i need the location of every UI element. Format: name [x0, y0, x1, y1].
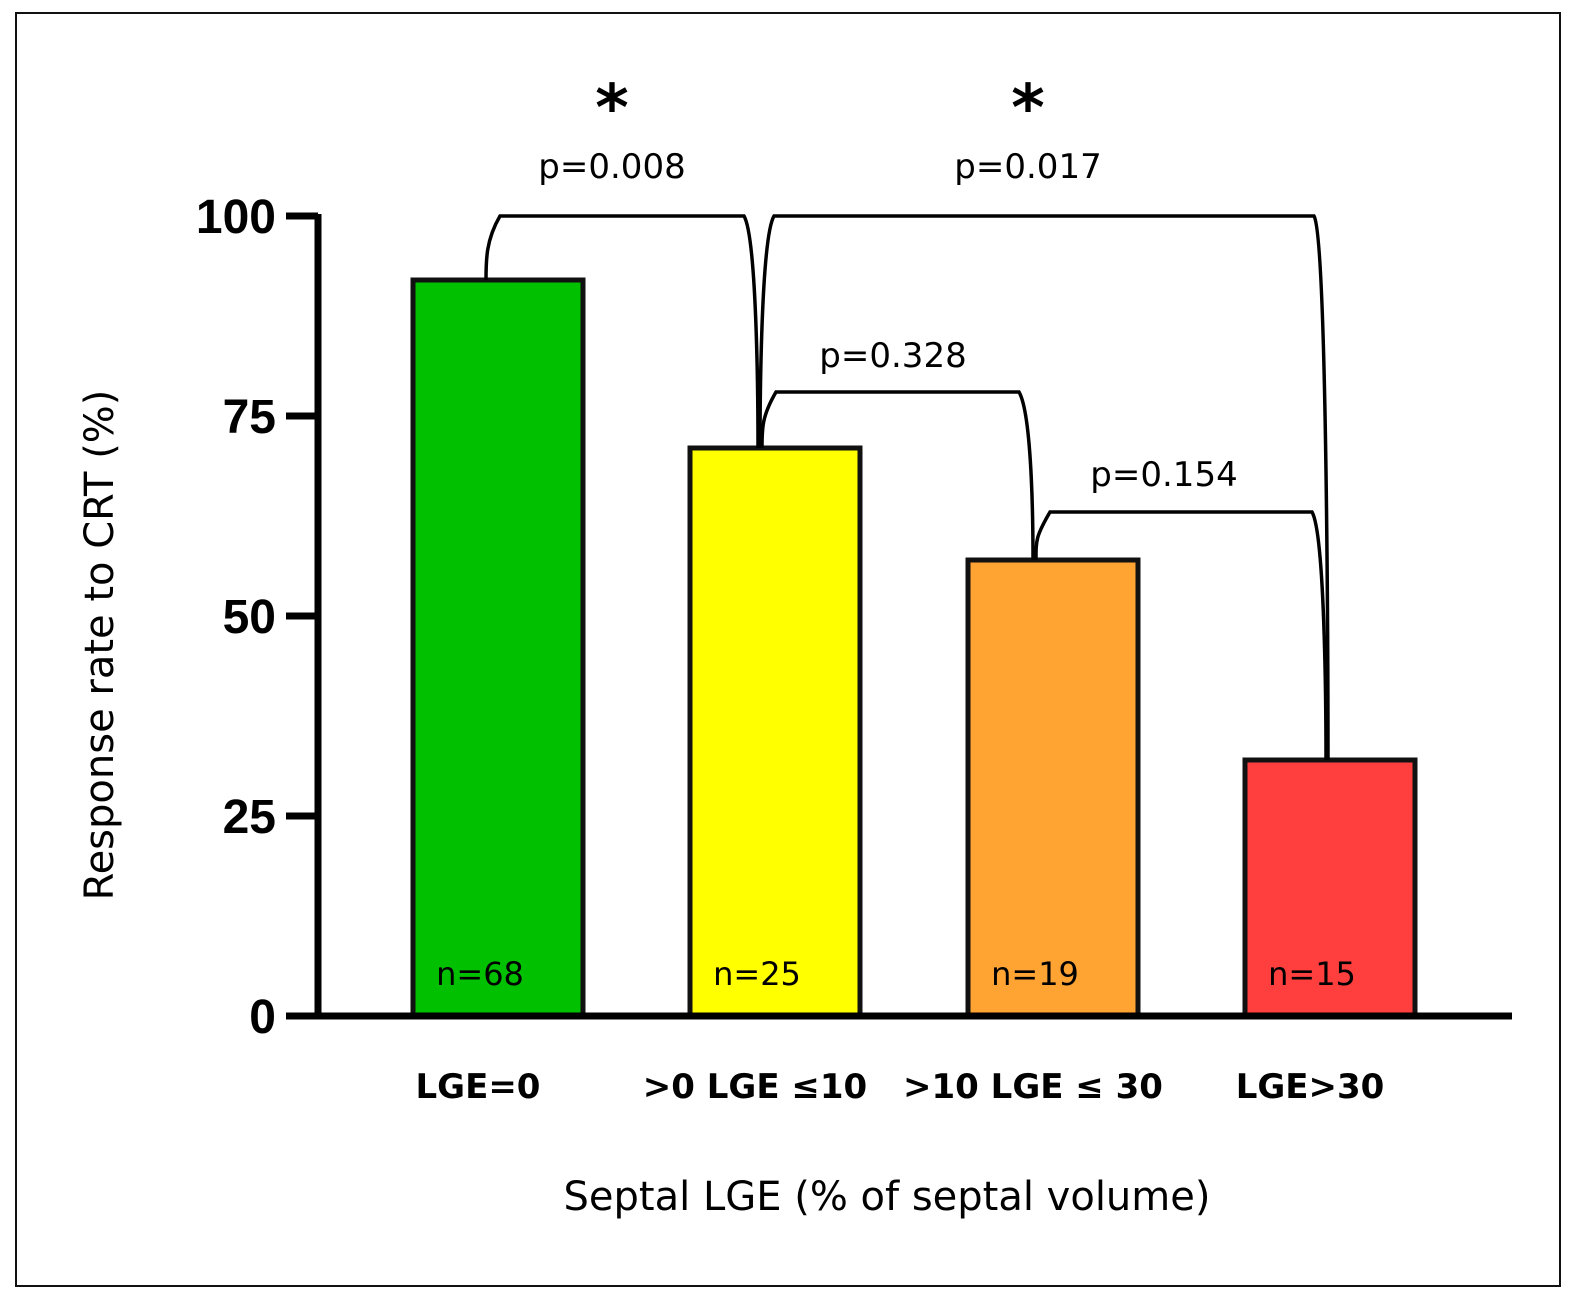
- y-tick-label-1: 0: [249, 991, 276, 1044]
- y-tick-label-3: 50: [223, 591, 276, 644]
- y-tick-label-4: 75: [223, 391, 276, 444]
- bar-3: [965, 557, 1141, 1019]
- p-value-label-1: p=0.008: [538, 147, 685, 187]
- x-tick-label-4: LGE>30: [1236, 1067, 1385, 1107]
- significance-bracket-3: [760, 390, 1035, 561]
- significance-star-2: *: [1011, 72, 1044, 146]
- x-axis-title: Septal LGE (% of septal volume): [564, 1174, 1211, 1220]
- significance-bracket-4: [1034, 510, 1328, 761]
- p-value-label-2: p=0.017: [954, 147, 1101, 187]
- y-axis-title: Response rate to CRT (%): [77, 390, 123, 901]
- x-tick-label-2: >0 LGE ≤10: [643, 1067, 867, 1107]
- axes-layer: LGE=0 >0 LGE ≤10 >10 LGE ≤ 30 LGE>30 0 25 50 75…: [196, 191, 1512, 1107]
- x-tick-label-3: >10 LGE ≤ 30: [903, 1067, 1163, 1107]
- significance-star-1: *: [595, 72, 628, 146]
- n-label-1: n=68: [436, 955, 524, 993]
- bars-layer: n=68 n=25 n=19 n=15: [410, 277, 1418, 1019]
- x-tick-label-1: LGE=0: [416, 1067, 541, 1107]
- significance-bracket-2: [758, 214, 1330, 761]
- y-tick-label-2: 25: [223, 791, 276, 844]
- significance-bracket-1: [484, 214, 760, 449]
- bar-1: [410, 277, 586, 1019]
- p-value-label-4: p=0.154: [1090, 455, 1237, 495]
- y-tick-label-5: 100: [196, 191, 276, 244]
- n-label-3: n=19: [991, 955, 1079, 993]
- n-label-4: n=15: [1268, 955, 1356, 993]
- n-label-2: n=25: [713, 955, 801, 993]
- p-value-label-3: p=0.328: [819, 336, 966, 376]
- bar-2: [687, 445, 863, 1019]
